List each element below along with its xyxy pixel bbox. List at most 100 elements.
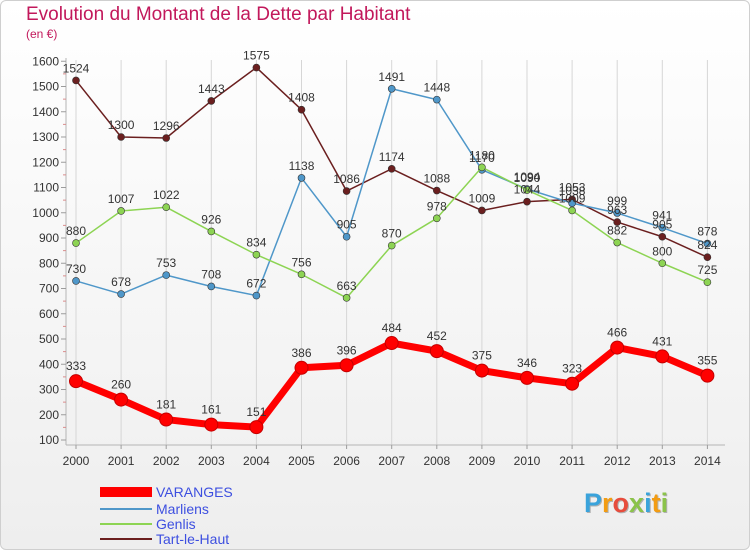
data-label-marliens: 1094 bbox=[514, 170, 541, 184]
data-label-varanges: 466 bbox=[607, 326, 627, 340]
data-label-genlis: 1180 bbox=[469, 148, 495, 162]
data-point-genlis bbox=[72, 239, 80, 247]
data-point-varanges bbox=[429, 344, 444, 359]
data-point-marliens bbox=[117, 290, 125, 298]
x-tick-label: 2013 bbox=[649, 454, 676, 468]
data-point-varanges bbox=[474, 363, 489, 378]
y-tick-label: 400 bbox=[39, 357, 59, 371]
x-tick-label: 2001 bbox=[108, 454, 135, 468]
data-point-genlis bbox=[478, 163, 486, 172]
data-label-tart-le-haut: 963 bbox=[607, 203, 627, 217]
legend-item-marliens: Marliens bbox=[100, 502, 209, 516]
data-point-tart-le-haut bbox=[207, 97, 216, 105]
data-point-varanges bbox=[204, 417, 219, 432]
data-point-genlis bbox=[703, 278, 712, 286]
y-tick-label: 100 bbox=[39, 433, 59, 447]
data-point-varanges bbox=[114, 392, 129, 407]
data-label-genlis: 880 bbox=[66, 224, 86, 238]
data-label-marliens: 1448 bbox=[423, 81, 450, 95]
legend-swatch-varanges bbox=[100, 487, 152, 497]
logo-letter: o bbox=[612, 488, 630, 518]
data-label-marliens: 941 bbox=[652, 209, 672, 223]
data-point-genlis bbox=[568, 206, 576, 215]
x-tick-label: 2011 bbox=[559, 454, 585, 468]
data-point-genlis bbox=[658, 259, 667, 268]
data-point-genlis bbox=[342, 294, 351, 302]
x-tick-label: 2012 bbox=[604, 454, 631, 468]
y-tick-label: 1500 bbox=[32, 80, 59, 94]
data-label-varanges: 323 bbox=[562, 362, 582, 376]
x-tick-label: 2010 bbox=[514, 454, 541, 468]
x-tick-label: 2000 bbox=[63, 454, 90, 468]
chart-title: Evolution du Montant de la Dette par Hab… bbox=[26, 4, 411, 25]
data-point-marliens bbox=[658, 223, 667, 232]
data-point-marliens bbox=[72, 277, 80, 285]
y-tick-label: 1600 bbox=[32, 54, 59, 68]
data-label-genlis: 882 bbox=[607, 224, 627, 238]
x-tick-label: 2002 bbox=[153, 454, 180, 468]
data-point-genlis bbox=[207, 227, 216, 236]
data-label-genlis: 1009 bbox=[559, 191, 586, 205]
data-label-genlis: 1090 bbox=[514, 171, 541, 185]
data-point-tart-le-haut bbox=[658, 232, 667, 241]
proxiti-logo: Proxiti bbox=[584, 488, 668, 519]
data-label-tart-le-haut: 1575 bbox=[243, 49, 270, 63]
logo-letter: i bbox=[660, 488, 669, 518]
y-tick-label: 1300 bbox=[32, 130, 59, 144]
x-tick-label: 2003 bbox=[198, 454, 225, 468]
data-label-marliens: 905 bbox=[337, 218, 357, 232]
data-label-marliens: 1170 bbox=[469, 151, 495, 165]
data-label-genlis: 834 bbox=[246, 236, 266, 250]
data-point-marliens bbox=[613, 209, 622, 217]
legend-item-genlis: Genlis bbox=[100, 517, 196, 531]
data-label-varanges: 181 bbox=[156, 398, 176, 412]
data-label-tart-le-haut: 1443 bbox=[198, 82, 225, 96]
data-point-varanges bbox=[520, 370, 534, 385]
data-label-varanges: 396 bbox=[337, 343, 357, 357]
data-point-varanges bbox=[610, 340, 625, 355]
data-point-tart-le-haut bbox=[613, 218, 622, 226]
data-label-marliens: 672 bbox=[246, 277, 266, 291]
data-label-varanges: 355 bbox=[697, 354, 717, 368]
data-label-tart-le-haut: 1174 bbox=[379, 150, 405, 164]
data-label-varanges: 484 bbox=[382, 321, 402, 335]
chart-subtitle: (en €) bbox=[26, 27, 58, 41]
data-point-marliens bbox=[342, 232, 351, 241]
data-label-genlis: 1022 bbox=[153, 188, 180, 202]
data-point-tart-le-haut bbox=[162, 134, 170, 142]
data-point-tart-le-haut bbox=[523, 197, 531, 206]
data-point-tart-le-haut bbox=[432, 186, 441, 195]
data-label-varanges: 260 bbox=[111, 378, 131, 392]
data-label-genlis: 1007 bbox=[108, 192, 135, 206]
data-label-genlis: 663 bbox=[337, 279, 357, 293]
data-label-tart-le-haut: 1296 bbox=[153, 119, 180, 133]
data-label-genlis: 870 bbox=[382, 227, 402, 241]
data-point-marliens bbox=[387, 84, 396, 93]
x-tick-label: 2009 bbox=[469, 454, 496, 468]
data-point-marliens bbox=[297, 174, 306, 182]
legend-item-tart-le-haut: Tart-le-Haut bbox=[100, 532, 229, 546]
data-label-marliens: 1038 bbox=[559, 184, 586, 198]
logo-letter: t bbox=[651, 488, 661, 518]
data-label-marliens: 999 bbox=[607, 194, 627, 208]
x-tick-label: 2005 bbox=[288, 454, 315, 468]
data-point-marliens bbox=[568, 199, 576, 207]
data-label-marliens: 1138 bbox=[289, 159, 315, 173]
label-layer: 1524 1300 1296 1443 1575 1408 1086 1174 1088 1009… bbox=[63, 49, 718, 420]
data-point-tart-le-haut bbox=[117, 133, 125, 141]
legend-label-genlis: Genlis bbox=[156, 516, 196, 532]
data-point-genlis bbox=[387, 241, 396, 250]
data-point-marliens bbox=[207, 282, 216, 291]
x-tick-label: 2004 bbox=[243, 454, 270, 468]
logo-letter: i bbox=[644, 488, 652, 518]
logo-letter: r bbox=[602, 488, 613, 518]
data-label-genlis: 725 bbox=[697, 263, 717, 277]
y-tick-label: 1200 bbox=[32, 155, 59, 169]
data-point-tart-le-haut bbox=[342, 187, 351, 195]
x-tick-label: 2014 bbox=[694, 454, 721, 468]
data-label-marliens: 878 bbox=[697, 225, 717, 239]
data-point-tart-le-haut bbox=[703, 253, 712, 261]
data-label-tart-le-haut: 1086 bbox=[333, 172, 360, 186]
data-point-genlis bbox=[252, 250, 261, 259]
